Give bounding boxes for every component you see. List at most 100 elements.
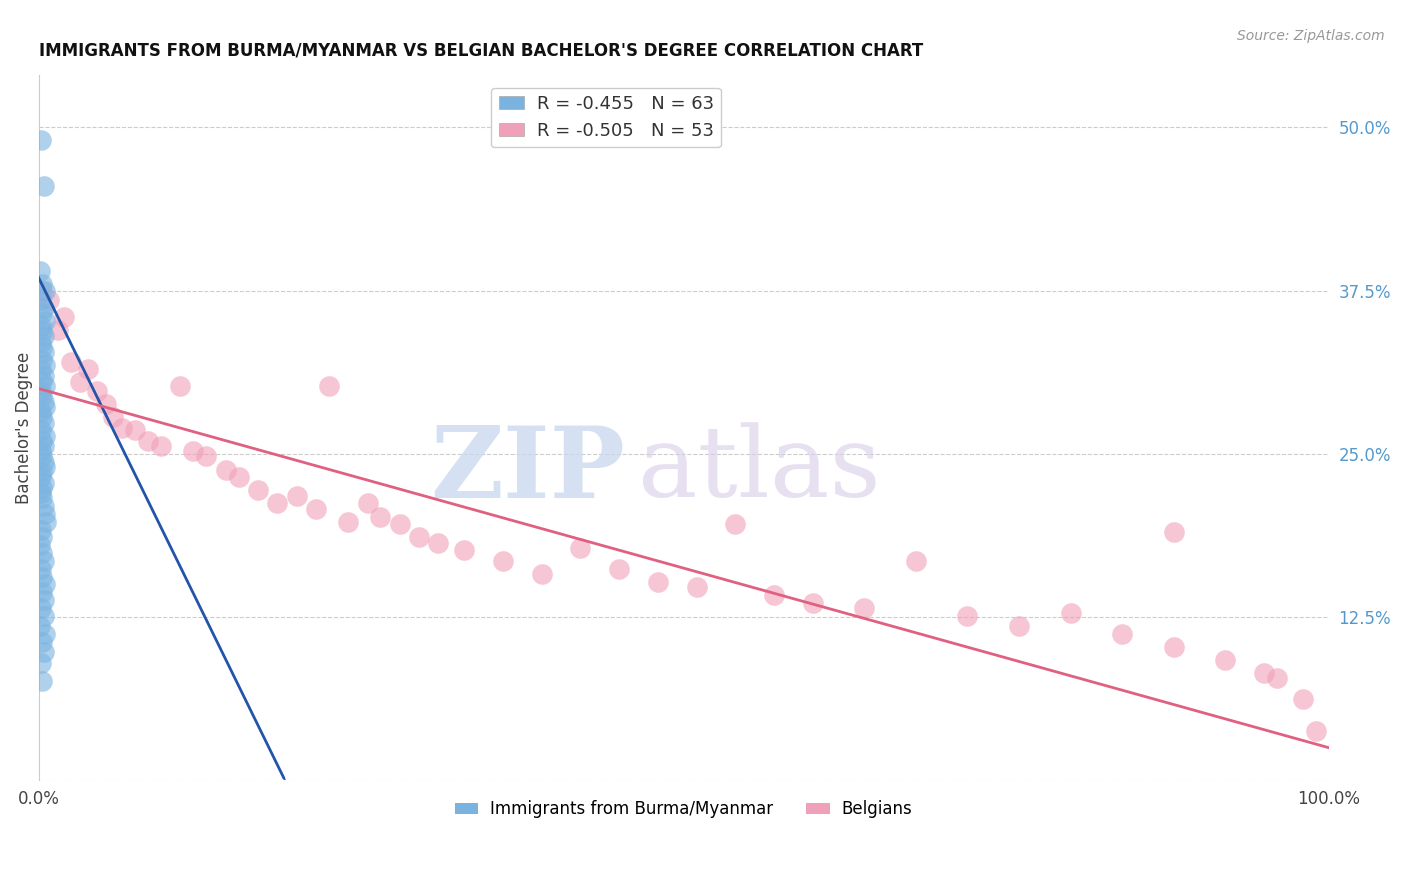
Point — [1292, 692, 1315, 706]
Point — [31, 352, 53, 367]
Point — [32, 301, 55, 315]
Point — [305, 501, 328, 516]
Point — [246, 483, 269, 498]
Point — [76, 362, 98, 376]
Point — [53, 310, 76, 324]
Point — [337, 515, 360, 529]
Y-axis label: Bachelor's Degree: Bachelor's Degree — [15, 351, 32, 504]
Point — [69, 375, 91, 389]
Point — [34, 314, 56, 328]
Point — [30, 562, 52, 576]
Text: IMMIGRANTS FROM BURMA/MYANMAR VS BELGIAN BACHELOR'S DEGREE CORRELATION CHART: IMMIGRANTS FROM BURMA/MYANMAR VS BELGIAN… — [38, 42, 922, 60]
Point — [183, 444, 205, 458]
Point — [31, 306, 53, 320]
Point — [35, 515, 58, 529]
Point — [801, 596, 824, 610]
Point — [103, 410, 125, 425]
Point — [853, 601, 876, 615]
Point — [762, 588, 785, 602]
Point — [31, 450, 53, 464]
Point — [34, 379, 56, 393]
Point — [150, 439, 173, 453]
Text: atlas: atlas — [638, 422, 882, 518]
Point — [34, 400, 56, 414]
Point — [86, 384, 108, 399]
Point — [32, 645, 55, 659]
Point — [356, 496, 378, 510]
Point — [31, 277, 53, 292]
Point — [32, 439, 55, 453]
Point — [1163, 640, 1185, 654]
Point — [31, 410, 53, 425]
Point — [32, 608, 55, 623]
Legend: Immigrants from Burma/Myanmar, Belgians: Immigrants from Burma/Myanmar, Belgians — [449, 794, 920, 825]
Point — [136, 434, 159, 448]
Point — [32, 416, 55, 430]
Point — [31, 340, 53, 354]
Point — [32, 499, 55, 513]
Point — [31, 635, 53, 649]
Point — [31, 569, 53, 583]
Point — [30, 486, 52, 500]
Point — [1253, 666, 1275, 681]
Point — [569, 541, 592, 555]
Point — [228, 470, 250, 484]
Point — [30, 384, 52, 399]
Point — [30, 523, 52, 537]
Point — [59, 355, 82, 369]
Point — [31, 531, 53, 545]
Point — [32, 394, 55, 409]
Text: ZIP: ZIP — [430, 422, 626, 518]
Point — [30, 470, 52, 484]
Point — [1059, 606, 1081, 620]
Point — [31, 674, 53, 689]
Point — [1163, 525, 1185, 540]
Point — [34, 284, 56, 298]
Point — [266, 496, 288, 510]
Point — [388, 517, 411, 532]
Point — [956, 608, 979, 623]
Point — [685, 580, 707, 594]
Point — [111, 421, 134, 435]
Point — [32, 475, 55, 490]
Point — [607, 562, 630, 576]
Point — [1265, 672, 1288, 686]
Point — [214, 462, 236, 476]
Point — [30, 363, 52, 377]
Point — [453, 543, 475, 558]
Point — [318, 379, 340, 393]
Point — [31, 481, 53, 495]
Point — [1305, 723, 1327, 738]
Point — [31, 324, 53, 338]
Point — [32, 329, 55, 343]
Point — [28, 264, 51, 278]
Point — [31, 374, 53, 388]
Point — [32, 593, 55, 607]
Point — [32, 179, 55, 194]
Point — [124, 423, 146, 437]
Point — [28, 538, 51, 552]
Point — [31, 465, 53, 479]
Point — [31, 585, 53, 599]
Point — [34, 577, 56, 591]
Point — [38, 293, 60, 307]
Point — [30, 334, 52, 349]
Point — [34, 507, 56, 521]
Point — [32, 554, 55, 568]
Point — [30, 134, 52, 148]
Point — [31, 434, 53, 448]
Point — [30, 444, 52, 458]
Point — [31, 389, 53, 403]
Point — [530, 566, 553, 581]
Point — [34, 627, 56, 641]
Point — [28, 619, 51, 633]
Point — [32, 345, 55, 359]
Point — [370, 509, 392, 524]
Point — [492, 554, 515, 568]
Point — [904, 554, 927, 568]
Text: Source: ZipAtlas.com: Source: ZipAtlas.com — [1237, 29, 1385, 43]
Point — [427, 535, 450, 549]
Point — [34, 358, 56, 372]
Point — [32, 368, 55, 383]
Point — [408, 531, 430, 545]
